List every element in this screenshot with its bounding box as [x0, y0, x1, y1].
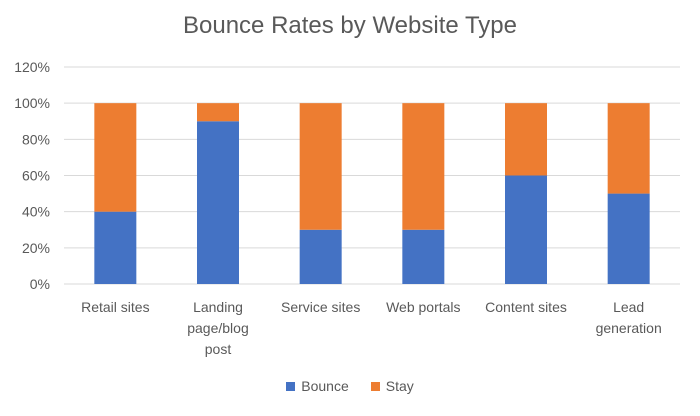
legend: Bounce Stay	[0, 378, 700, 394]
bar-bounce	[402, 229, 445, 284]
x-tick-label: Web portals	[386, 299, 460, 315]
legend-swatch-stay	[370, 381, 380, 391]
legend-item-stay: Stay	[370, 378, 414, 394]
x-tick-label: Lead	[613, 299, 644, 315]
legend-label-bounce: Bounce	[301, 378, 349, 394]
bar-stay	[402, 103, 445, 230]
x-tick-label: Service sites	[281, 299, 360, 315]
legend-swatch-bounce	[286, 381, 296, 391]
y-tick-label: 60%	[22, 168, 50, 184]
bar-stay	[607, 103, 650, 194]
bar-stay	[94, 103, 137, 212]
legend-label-stay: Stay	[385, 378, 414, 394]
x-tick-label: Content sites	[485, 299, 567, 315]
bar-bounce	[94, 211, 137, 284]
x-tick-label: generation	[596, 320, 662, 336]
bar-bounce	[505, 175, 547, 284]
bar-bounce	[607, 193, 650, 284]
bar-bounce	[197, 121, 239, 284]
y-tick-label: 0%	[30, 276, 50, 292]
legend-item-bounce: Bounce	[286, 378, 349, 394]
y-tick-label: 20%	[22, 240, 50, 256]
x-tick-label: post	[205, 341, 232, 357]
y-tick-label: 80%	[22, 131, 50, 147]
x-tick-label: page/blog	[187, 320, 249, 336]
y-tick-label: 40%	[22, 204, 50, 220]
y-tick-label: 120%	[14, 59, 50, 75]
bar-stay	[197, 103, 239, 122]
x-tick-label: Landing	[193, 299, 243, 315]
bar-bounce	[299, 229, 342, 284]
y-tick-label: 100%	[14, 95, 50, 111]
bar-stay	[505, 103, 547, 176]
chart-title: Bounce Rates by Website Type	[183, 12, 517, 39]
x-tick-label: Retail sites	[81, 299, 149, 315]
bar-stay	[299, 103, 342, 230]
